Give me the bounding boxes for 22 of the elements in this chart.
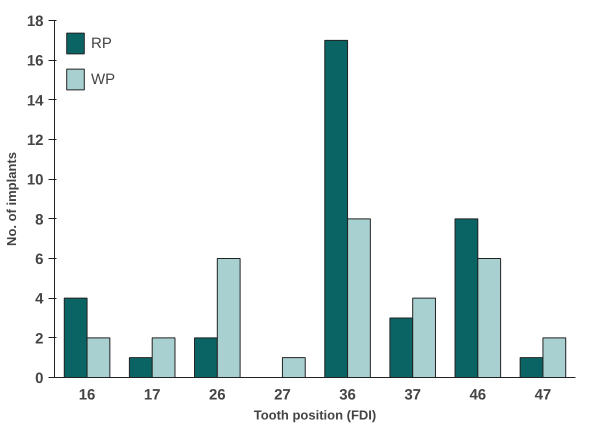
x-tick-label: 36	[339, 386, 356, 404]
y-tick-label: 16	[26, 52, 44, 70]
y-tick-label: 18	[26, 13, 44, 30]
x-tick-label: 46	[469, 386, 486, 404]
x-tick-label: 37	[404, 386, 422, 404]
y-tick-label: 4	[35, 290, 44, 308]
y-tick-label: 8	[35, 211, 44, 228]
x-tick-label: 26	[208, 386, 226, 404]
x-tick-label: 17	[144, 386, 161, 404]
y-tick-label: 12	[26, 132, 44, 149]
y-tick-label: 0	[35, 370, 44, 387]
x-tick-label: 27	[274, 386, 291, 404]
x-tick-label: 47	[534, 386, 552, 404]
y-tick-label: 14	[26, 92, 44, 110]
y-tick-label: 6	[35, 251, 44, 268]
x-axis-title: Tooth position (FDI)	[254, 408, 376, 422]
x-tick-label: 16	[78, 386, 96, 404]
y-tick-label: 2	[35, 330, 44, 348]
y-axis-title: No. of implants	[4, 152, 19, 246]
legend-label: RP	[91, 34, 112, 52]
y-tick-label: 10	[26, 172, 44, 189]
legend-label: WP	[91, 70, 116, 88]
